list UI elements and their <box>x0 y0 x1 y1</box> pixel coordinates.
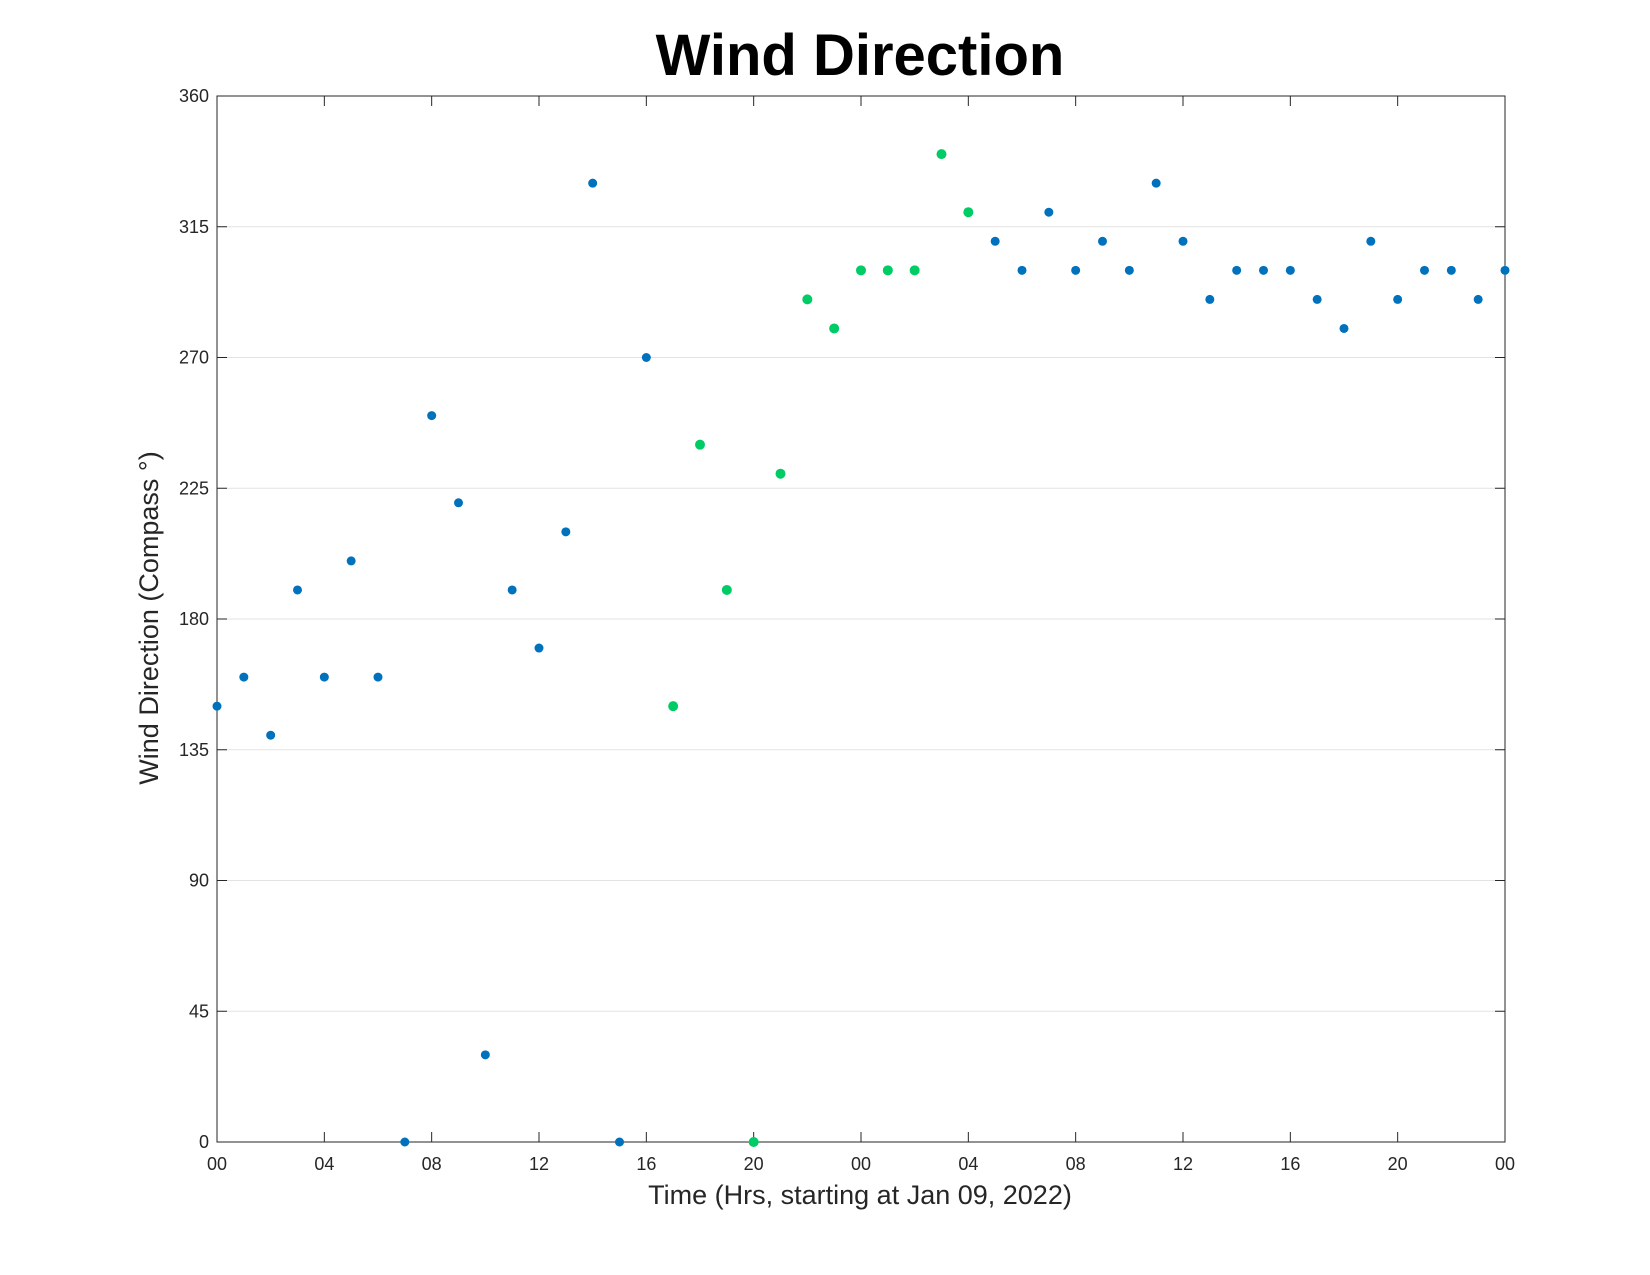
y-tick-label: 180 <box>179 609 209 629</box>
x-tick-label: 00 <box>207 1154 227 1174</box>
data-point <box>856 265 866 276</box>
data-point <box>507 585 517 595</box>
data-point <box>1312 294 1322 304</box>
x-tick-label: 08 <box>1066 1154 1086 1174</box>
data-point <box>346 556 356 566</box>
data-point <box>1124 265 1134 275</box>
data-point <box>534 643 544 653</box>
x-tick-label: 04 <box>314 1154 334 1174</box>
data-point <box>882 265 893 276</box>
y-tick-label: 0 <box>199 1132 209 1152</box>
y-tick-label: 45 <box>189 1001 209 1021</box>
data-point <box>319 672 329 682</box>
data-point <box>802 294 813 305</box>
data-point <box>1151 178 1161 188</box>
data-point <box>561 527 571 537</box>
y-tick-label: 315 <box>179 217 209 237</box>
x-tick-label: 16 <box>636 1154 656 1174</box>
x-tick-label: 16 <box>1280 1154 1300 1174</box>
data-point <box>1178 236 1188 246</box>
data-point <box>963 207 974 218</box>
x-tick-label: 00 <box>1495 1154 1515 1174</box>
data-point <box>1017 265 1027 275</box>
grid-lines <box>217 226 1505 1012</box>
data-point <box>615 1137 624 1147</box>
data-point <box>266 730 276 740</box>
data-point <box>909 265 920 276</box>
data-point <box>641 353 651 362</box>
x-tick-label: 00 <box>851 1154 871 1174</box>
y-axis-label: Wind Direction (Compass °) <box>134 451 164 784</box>
chart-title: Wind Direction <box>656 23 1065 88</box>
data-point <box>480 1050 490 1060</box>
y-tick-label: 90 <box>189 871 209 891</box>
data-point <box>1500 265 1510 275</box>
data-point <box>1339 323 1349 333</box>
data-point <box>293 585 302 595</box>
data-point <box>1473 294 1483 304</box>
data-point <box>695 439 705 450</box>
data-point <box>936 149 947 160</box>
data-point <box>1366 236 1376 246</box>
data-point <box>1420 265 1429 275</box>
data-point <box>1446 265 1456 275</box>
data-point <box>775 468 786 479</box>
x-tick-label: 12 <box>1173 1154 1193 1174</box>
data-point <box>829 323 840 334</box>
y-tick-label: 270 <box>179 348 209 368</box>
x-tick-label: 08 <box>422 1154 442 1174</box>
x-tick-label: 20 <box>744 1154 764 1174</box>
x-tick-label: 12 <box>529 1154 549 1174</box>
data-point <box>1098 236 1107 246</box>
data-point <box>990 236 1000 246</box>
data-point <box>1259 265 1268 275</box>
data-point <box>1205 294 1215 304</box>
x-tick-label: 20 <box>1388 1154 1408 1174</box>
data-point <box>1393 294 1403 304</box>
data-point <box>427 411 437 421</box>
data-point <box>212 701 222 711</box>
x-tick-label: 04 <box>958 1154 978 1174</box>
axis-ticks: 0 45 90 135 180 225 270 315 360 00 04 08 12 16 20 00 04 0… <box>179 86 1515 1174</box>
data-point <box>1044 207 1054 217</box>
data-point <box>1071 265 1081 275</box>
y-tick-label: 225 <box>179 478 209 498</box>
data-points <box>212 149 1510 1147</box>
data-point <box>239 672 249 682</box>
x-axis-label: Time (Hrs, starting at Jan 09, 2022) <box>648 1180 1072 1210</box>
data-point <box>668 701 679 712</box>
data-point <box>454 498 463 508</box>
data-point <box>1285 265 1295 275</box>
data-point <box>588 178 598 188</box>
data-point <box>373 672 383 682</box>
y-tick-label: 360 <box>179 86 209 106</box>
data-point <box>400 1137 410 1147</box>
data-point <box>748 1137 759 1147</box>
data-point <box>1232 265 1242 275</box>
data-point <box>721 584 732 595</box>
y-tick-label: 135 <box>179 740 209 760</box>
